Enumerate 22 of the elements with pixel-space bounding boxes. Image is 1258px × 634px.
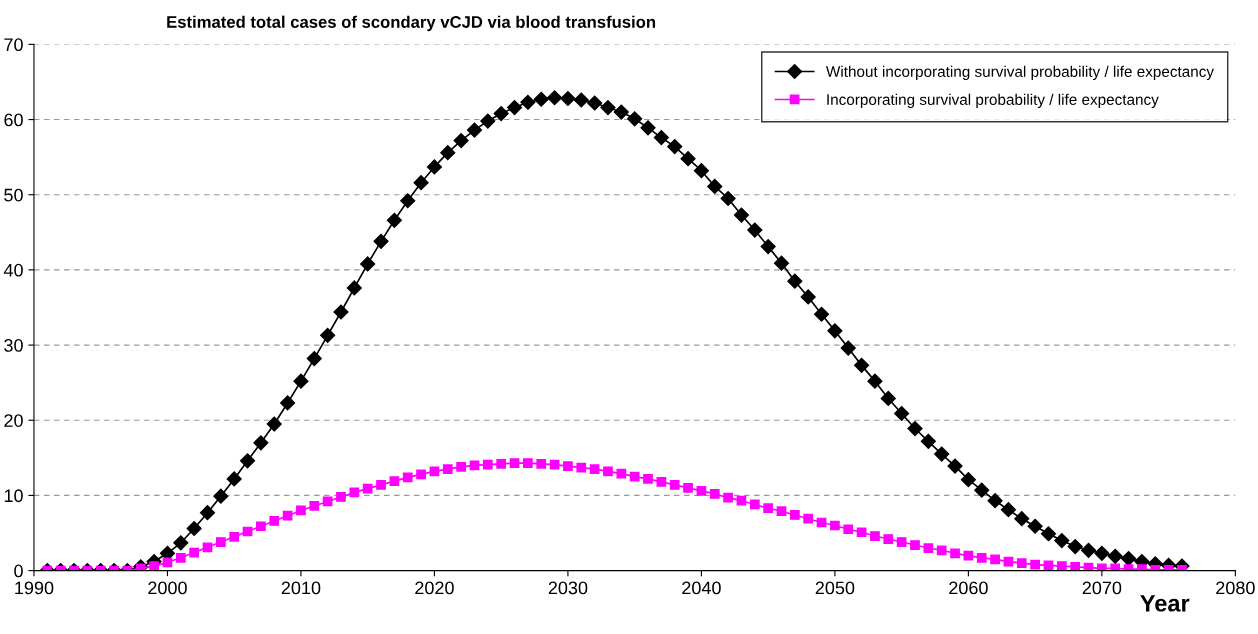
x-axis-title: Year [1140, 595, 1190, 612]
x-tick-label: 2020 [415, 581, 454, 595]
legend-label: Incorporating survival probability / life expectancy [827, 93, 1159, 108]
x-tick-label: 2030 [548, 581, 588, 595]
x-tick-label: 2060 [949, 581, 988, 595]
x-tick-label: 2080 [1216, 581, 1255, 595]
x-tick-label: 2000 [148, 581, 187, 595]
chart-title: Estimated total cases of scondary vCJD via blood transfusion [167, 15, 656, 32]
legend-label: Without incorporating survival probability / life expectancy [825, 65, 1214, 81]
x-tick-label: 2010 [281, 581, 321, 595]
y-tick-label: 30 [4, 339, 23, 352]
x-tick-label: 2050 [815, 581, 855, 595]
y-tick-label: 10 [4, 489, 23, 503]
y-tick-label: 40 [3, 263, 23, 277]
y-tick-label: 60 [4, 113, 23, 127]
x-tick-label: 1990 [15, 581, 54, 595]
y-tick-label: 0 [14, 564, 23, 578]
y-tick-label: 70 [4, 38, 23, 52]
x-tick-label: 2040 [682, 581, 721, 595]
y-tick-label: 50 [4, 188, 23, 202]
x-tick-label: 2070 [1082, 581, 1122, 595]
y-tick-label: 20 [4, 414, 23, 427]
